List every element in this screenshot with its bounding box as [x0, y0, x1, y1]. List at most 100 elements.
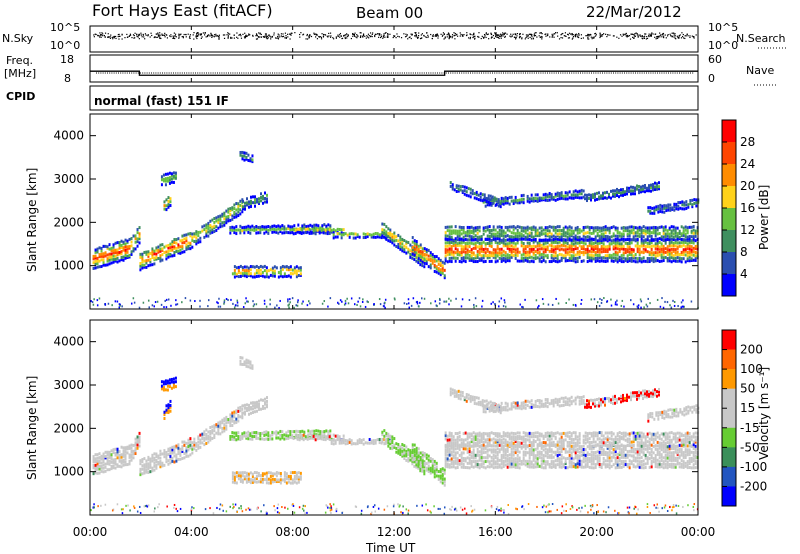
echo-cell: [245, 435, 248, 439]
echo-cell: [464, 256, 467, 260]
echo-cell: [237, 270, 240, 274]
echo-cell: [602, 228, 605, 232]
noise-point: [663, 36, 665, 39]
echo-cell: [254, 201, 256, 205]
nave-point: [681, 72, 683, 74]
echo-cell: [616, 257, 619, 261]
echo-cell: [421, 250, 424, 254]
echo-cell: [244, 302, 247, 305]
echo-cell: [264, 200, 266, 204]
echo-cell: [147, 258, 150, 262]
echo-cell: [340, 236, 343, 240]
echo-cell: [157, 245, 160, 249]
noise-point: [324, 34, 327, 36]
noise-point: [451, 35, 453, 38]
echo-cell: [293, 474, 296, 478]
echo-cell: [692, 231, 695, 235]
echo-cell: [247, 433, 250, 437]
echo-cell: [153, 305, 155, 308]
noise-point: [618, 37, 620, 39]
noise-point: [313, 32, 315, 34]
echo-cell: [626, 242, 629, 246]
echo-cell: [680, 232, 683, 236]
echo-cell: [168, 176, 171, 180]
echo-cell: [252, 407, 254, 411]
echo-cell: [478, 238, 481, 242]
echo-cell: [504, 199, 507, 203]
echo-cell: [262, 201, 264, 205]
echo-cell: [644, 232, 647, 236]
noise-point: [268, 34, 270, 37]
echo-cell: [663, 210, 666, 214]
echo-cell: [213, 424, 216, 428]
echo-cell: [239, 212, 242, 216]
echo-cell: [143, 250, 146, 254]
echo-cell: [498, 256, 501, 260]
echo-cell: [580, 240, 583, 244]
echo-cell: [165, 250, 168, 254]
echo-cell: [620, 226, 623, 230]
echo-cell: [239, 208, 242, 212]
noise-point: [374, 35, 376, 38]
echo-cell: [318, 436, 321, 440]
noise-point: [490, 37, 492, 39]
noise-point: [527, 37, 529, 39]
echo-cell: [237, 431, 240, 435]
noise-point: [209, 35, 211, 37]
echo-cell: [293, 271, 296, 275]
nave-point: [214, 72, 216, 74]
echo-cell: [399, 235, 402, 239]
nave-point: [245, 72, 247, 74]
echo-cell: [580, 302, 582, 305]
echo-cell: [100, 252, 103, 256]
noise-point: [640, 35, 642, 38]
echo-cell: [207, 299, 210, 302]
noise-point: [498, 37, 500, 40]
echo-cell: [231, 228, 234, 232]
echo-cell: [130, 252, 133, 256]
station-title: Fort Hays East (fitACF): [92, 1, 273, 20]
echo-cell: [197, 435, 200, 439]
echo-cell: [415, 245, 418, 249]
echo-cell: [444, 234, 447, 238]
nave-point: [626, 72, 628, 74]
echo-cell: [302, 433, 305, 437]
echo-cell: [169, 457, 172, 461]
echo-cell: [658, 259, 661, 263]
noise-point: [380, 34, 382, 36]
y-tick-label: 3000: [53, 172, 84, 186]
echo-cell: [628, 237, 631, 241]
echo-cell: [215, 225, 218, 229]
echo-cell: [248, 408, 250, 412]
echo-cell: [252, 401, 254, 405]
noise-point: [383, 36, 385, 38]
echo-cell: [98, 297, 101, 300]
echo-cell: [522, 245, 525, 249]
echo-cell: [173, 448, 176, 452]
echo-cell: [174, 376, 177, 380]
noise-point: [482, 36, 484, 39]
echo-cell: [126, 241, 129, 245]
noise-point: [544, 33, 546, 36]
echo-cell: [622, 239, 625, 243]
noise-point: [541, 36, 543, 38]
echo-cell: [694, 258, 697, 262]
echo-cell: [498, 251, 501, 255]
echo-cell: [474, 234, 477, 238]
echo-cell: [147, 264, 150, 268]
echo-cell: [534, 197, 537, 201]
noise-point: [490, 33, 492, 35]
echo-cell: [261, 274, 264, 278]
noise-point: [95, 33, 97, 36]
echo-cell: [120, 445, 123, 449]
echo-cell: [233, 412, 236, 416]
nave-point: [305, 72, 306, 74]
echo-cell: [301, 429, 304, 433]
echo-cell: [173, 245, 176, 249]
echo-cell: [423, 249, 426, 253]
echo-cell: [96, 259, 99, 263]
echo-cell: [253, 303, 256, 306]
echo-cell: [149, 457, 152, 461]
echo-cell: [662, 244, 665, 248]
noise-point: [218, 38, 220, 40]
